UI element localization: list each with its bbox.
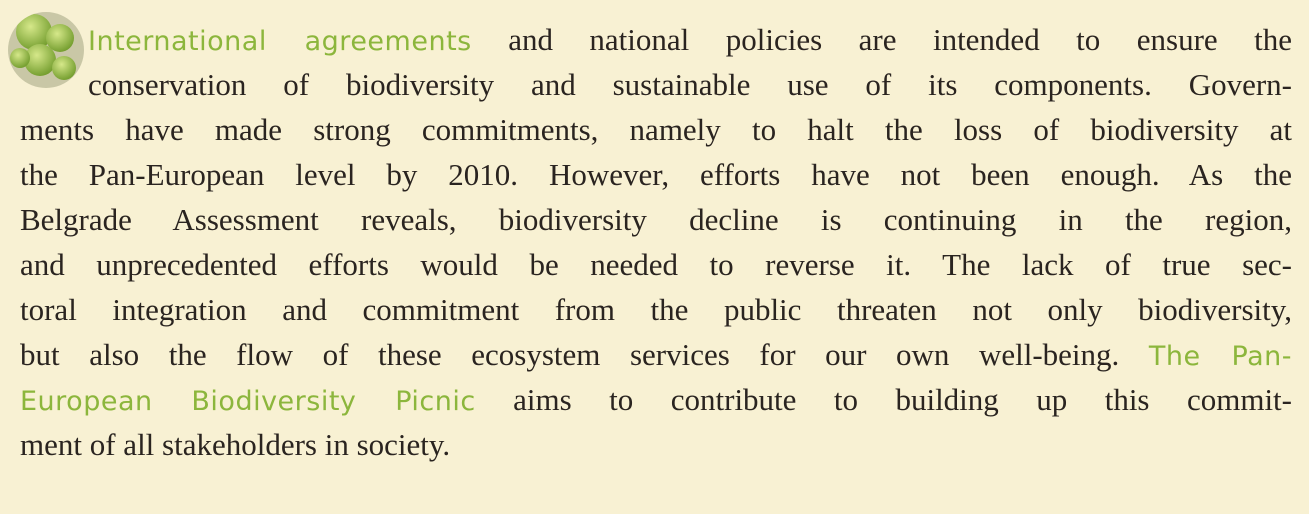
- highlight-text: The Pan-: [1149, 341, 1292, 372]
- body-text: conservation of biodiversity and sustain…: [88, 67, 1292, 102]
- body-text: ment of all stakeholders in society.: [20, 427, 450, 462]
- text-line: toral integration and commitment from th…: [20, 287, 1292, 332]
- text-line: but also the flow of these ecosystem ser…: [20, 332, 1292, 377]
- body-text: but also the flow of these ecosystem ser…: [20, 337, 1149, 372]
- highlight-text: European Biodiversity Picnic: [20, 386, 476, 417]
- text-line: and unprecedented efforts would be neede…: [20, 242, 1292, 287]
- body-text: ments have made strong commitments, name…: [20, 112, 1292, 147]
- text-line: ments have made strong commitments, name…: [20, 107, 1292, 152]
- body-text: aims to contribute to building up this c…: [476, 382, 1292, 417]
- text-line: International agreements and national po…: [88, 17, 1292, 62]
- paragraph: International agreements and national po…: [20, 17, 1292, 467]
- body-text: and national policies are intended to en…: [472, 22, 1292, 57]
- body-text: the Pan-European level by 2010. However,…: [20, 157, 1292, 192]
- page: International agreements and national po…: [0, 0, 1309, 514]
- text-line: the Pan-European level by 2010. However,…: [20, 152, 1292, 197]
- text-line: ment of all stakeholders in society.: [20, 422, 1292, 467]
- body-text: toral integration and commitment from th…: [20, 292, 1292, 327]
- text-line: European Biodiversity Picnic aims to con…: [20, 377, 1292, 422]
- text-line: Belgrade Assessment reveals, biodiversit…: [20, 197, 1292, 242]
- text-line: conservation of biodiversity and sustain…: [88, 62, 1292, 107]
- highlight-text: International agreements: [88, 26, 472, 57]
- body-text: and unprecedented efforts would be neede…: [20, 247, 1292, 282]
- body-text: Belgrade Assessment reveals, biodiversit…: [20, 202, 1292, 237]
